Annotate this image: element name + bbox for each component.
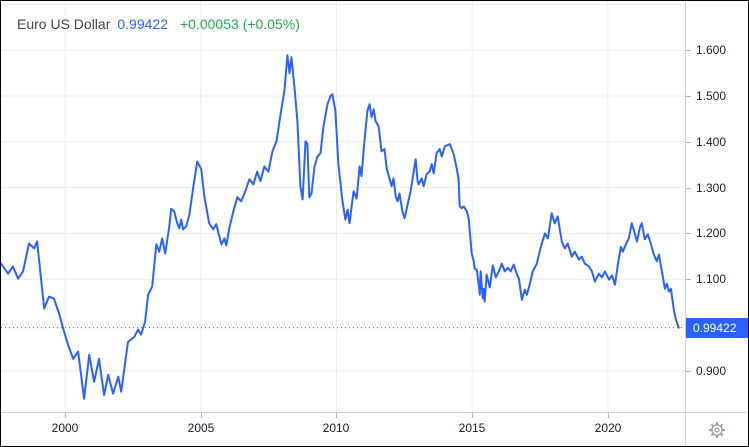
price-axis-tick: [686, 188, 691, 189]
gear-tooth: [716, 421, 718, 425]
price-axis-label: 1.300: [696, 181, 727, 195]
chart-canvas[interactable]: [1, 1, 685, 412]
price-axis-tick: [686, 371, 691, 372]
chart-header: Euro US Dollar 0.99422 +0.00053 (+0.05%): [17, 15, 300, 33]
price-axis-label: 1.500: [696, 89, 727, 103]
price-axis-tick: [686, 142, 691, 143]
time-axis[interactable]: 2000 2005 2010 2015 2020: [1, 413, 685, 446]
price-axis-tick: [686, 233, 691, 234]
gear-tooth: [716, 434, 718, 438]
time-axis-border: [1, 412, 748, 413]
price-axis-tick: [686, 279, 691, 280]
symbol-name: Euro US Dollar: [17, 16, 111, 32]
last-price: 0.99422: [117, 16, 168, 32]
time-axis-tick: [472, 413, 473, 418]
price-badge: 0.99422: [686, 318, 748, 338]
price-badge-label: 0.99422: [693, 321, 737, 335]
settings-gear-icon[interactable]: [708, 421, 726, 439]
price-axis-tick: [686, 50, 691, 51]
price-axis-label: 1.100: [696, 272, 727, 286]
time-axis-label: 2005: [187, 421, 215, 435]
price-change: +0.00053 (+0.05%): [179, 16, 300, 32]
axis-corner: [686, 413, 748, 446]
price-axis[interactable]: 0.99422 1.600 1.500 1.400 1.300 1.200 1.100 0.…: [686, 1, 748, 412]
price-axis-label: 0.900: [696, 364, 727, 378]
price-axis-tick: [686, 96, 691, 97]
time-axis-label: 2010: [322, 421, 350, 435]
time-axis-tick: [201, 413, 202, 418]
price-axis-label: 1.600: [696, 43, 727, 57]
time-axis-label: 2000: [51, 421, 79, 435]
time-axis-tick: [65, 413, 66, 418]
time-axis-tick: [608, 413, 609, 418]
price-axis-label: 1.200: [696, 226, 727, 240]
plot-area[interactable]: Euro US Dollar 0.99422 +0.00053 (+0.05%): [1, 1, 685, 412]
time-axis-tick: [336, 413, 337, 418]
time-axis-label: 2015: [458, 421, 486, 435]
price-axis-border: [685, 1, 686, 446]
eurusd-line-series: [1, 54, 680, 400]
time-axis-label: 2020: [594, 421, 622, 435]
price-axis-label: 1.400: [696, 135, 727, 149]
